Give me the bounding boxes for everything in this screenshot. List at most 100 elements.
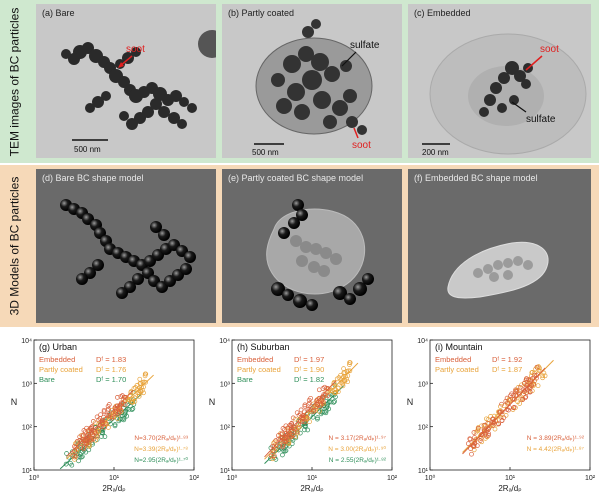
data-point	[311, 407, 316, 413]
x-tick-label: 10⁰	[425, 474, 436, 482]
data-point	[486, 431, 491, 436]
data-point	[477, 438, 483, 443]
data-point	[100, 418, 106, 424]
data-point	[122, 412, 128, 418]
x-tick-label: 10¹	[109, 475, 120, 482]
data-point	[101, 407, 107, 413]
data-point	[344, 376, 349, 382]
data-point	[302, 404, 308, 409]
legend-df: Dᶠ = 1.83	[96, 355, 126, 364]
data-point	[542, 373, 548, 379]
legend-entry: Embedded	[39, 355, 75, 364]
data-point	[347, 368, 353, 374]
data-point	[471, 442, 477, 448]
data-point	[513, 387, 518, 393]
data-point	[288, 421, 294, 427]
data-point	[63, 461, 69, 467]
panel-label: (a) Bare	[42, 8, 75, 18]
legend-entry: Bare	[39, 375, 55, 384]
x-tick-label: 10²	[585, 475, 596, 482]
data-point	[328, 399, 334, 405]
data-point	[86, 435, 91, 440]
fit-line	[66, 389, 134, 457]
data-point	[80, 433, 86, 439]
x-tick-label: 10⁰	[227, 474, 238, 482]
model-image-partly-coated	[266, 199, 374, 311]
side-label-models: 3D Models of BC particles	[0, 165, 28, 327]
model-panel-bare: (d) Bare BC shape model	[36, 169, 216, 323]
data-point	[302, 419, 308, 425]
data-point	[103, 420, 109, 426]
tem-image-partly-coated: sulfate soot 500 nm	[252, 19, 380, 157]
data-point	[272, 439, 278, 445]
fit-line	[462, 367, 546, 455]
data-point	[282, 448, 288, 454]
data-point	[324, 405, 330, 411]
x-tick-label: 10²	[387, 475, 398, 482]
data-point	[504, 395, 510, 401]
scale-bar-label: 500 nm	[74, 145, 101, 154]
panel-label: (e) Partly coated BC shape model	[228, 173, 364, 183]
data-point	[113, 409, 119, 415]
data-point	[333, 387, 339, 393]
data-point	[331, 399, 337, 405]
data-point	[86, 444, 92, 449]
data-point	[77, 437, 83, 443]
data-point	[317, 408, 322, 414]
data-point	[286, 439, 292, 445]
data-point	[340, 381, 346, 387]
data-point	[299, 419, 305, 425]
fit-equation: N=3.39(2Rₐ/dₚ)¹·⁷⁸	[134, 446, 188, 453]
data-point	[280, 452, 285, 458]
data-point	[87, 442, 92, 447]
fit-equation: N = 3.89(2Rₐ/dₚ)¹·⁹²	[527, 435, 585, 442]
data-point	[142, 371, 148, 377]
data-point	[540, 373, 546, 379]
data-point	[340, 383, 346, 389]
x-tick-label: 10¹	[307, 475, 318, 482]
tem-image-bare: soot 500 nm	[61, 30, 216, 154]
data-point	[499, 409, 505, 415]
data-point	[80, 449, 85, 454]
legend-entry: Partly coated	[39, 365, 83, 374]
data-point	[524, 376, 529, 381]
legend-df: Dᶠ = 1.97	[294, 355, 324, 364]
model-panel-embedded: (f) Embedded BC shape model	[408, 169, 591, 323]
data-point	[271, 453, 277, 459]
data-point	[294, 429, 300, 435]
data-point	[475, 426, 481, 431]
data-point	[68, 460, 73, 466]
data-point	[321, 392, 327, 397]
data-point	[531, 381, 537, 387]
data-point	[89, 435, 95, 441]
legend-entry: Partly coated	[237, 365, 281, 374]
chart-title: (i) Mountain	[435, 342, 483, 352]
x-axis-label: 2Rₐ/dₚ	[300, 484, 323, 493]
data-point	[511, 404, 517, 410]
data-point	[338, 372, 343, 378]
data-point	[341, 370, 347, 376]
data-point	[89, 424, 94, 430]
data-point	[77, 451, 83, 457]
data-point	[478, 436, 484, 441]
data-point	[469, 451, 474, 457]
data-point	[130, 399, 136, 405]
data-point	[515, 399, 521, 405]
fit-equation: N = 4.42(2Rₐ/dₚ)¹·⁸⁷	[527, 446, 585, 453]
data-point	[498, 404, 503, 409]
data-point	[128, 390, 134, 395]
data-point	[136, 394, 142, 399]
data-point	[535, 383, 541, 389]
data-point	[465, 441, 471, 446]
data-point	[485, 420, 491, 426]
model-image-bare	[60, 199, 196, 299]
data-point	[130, 406, 136, 411]
data-point	[492, 426, 498, 432]
data-point	[286, 441, 292, 446]
x-axis-label: 2Rₐ/dₚ	[102, 484, 125, 493]
data-point	[74, 440, 79, 446]
legend-entry: Bare	[237, 375, 253, 384]
data-point	[282, 438, 287, 444]
